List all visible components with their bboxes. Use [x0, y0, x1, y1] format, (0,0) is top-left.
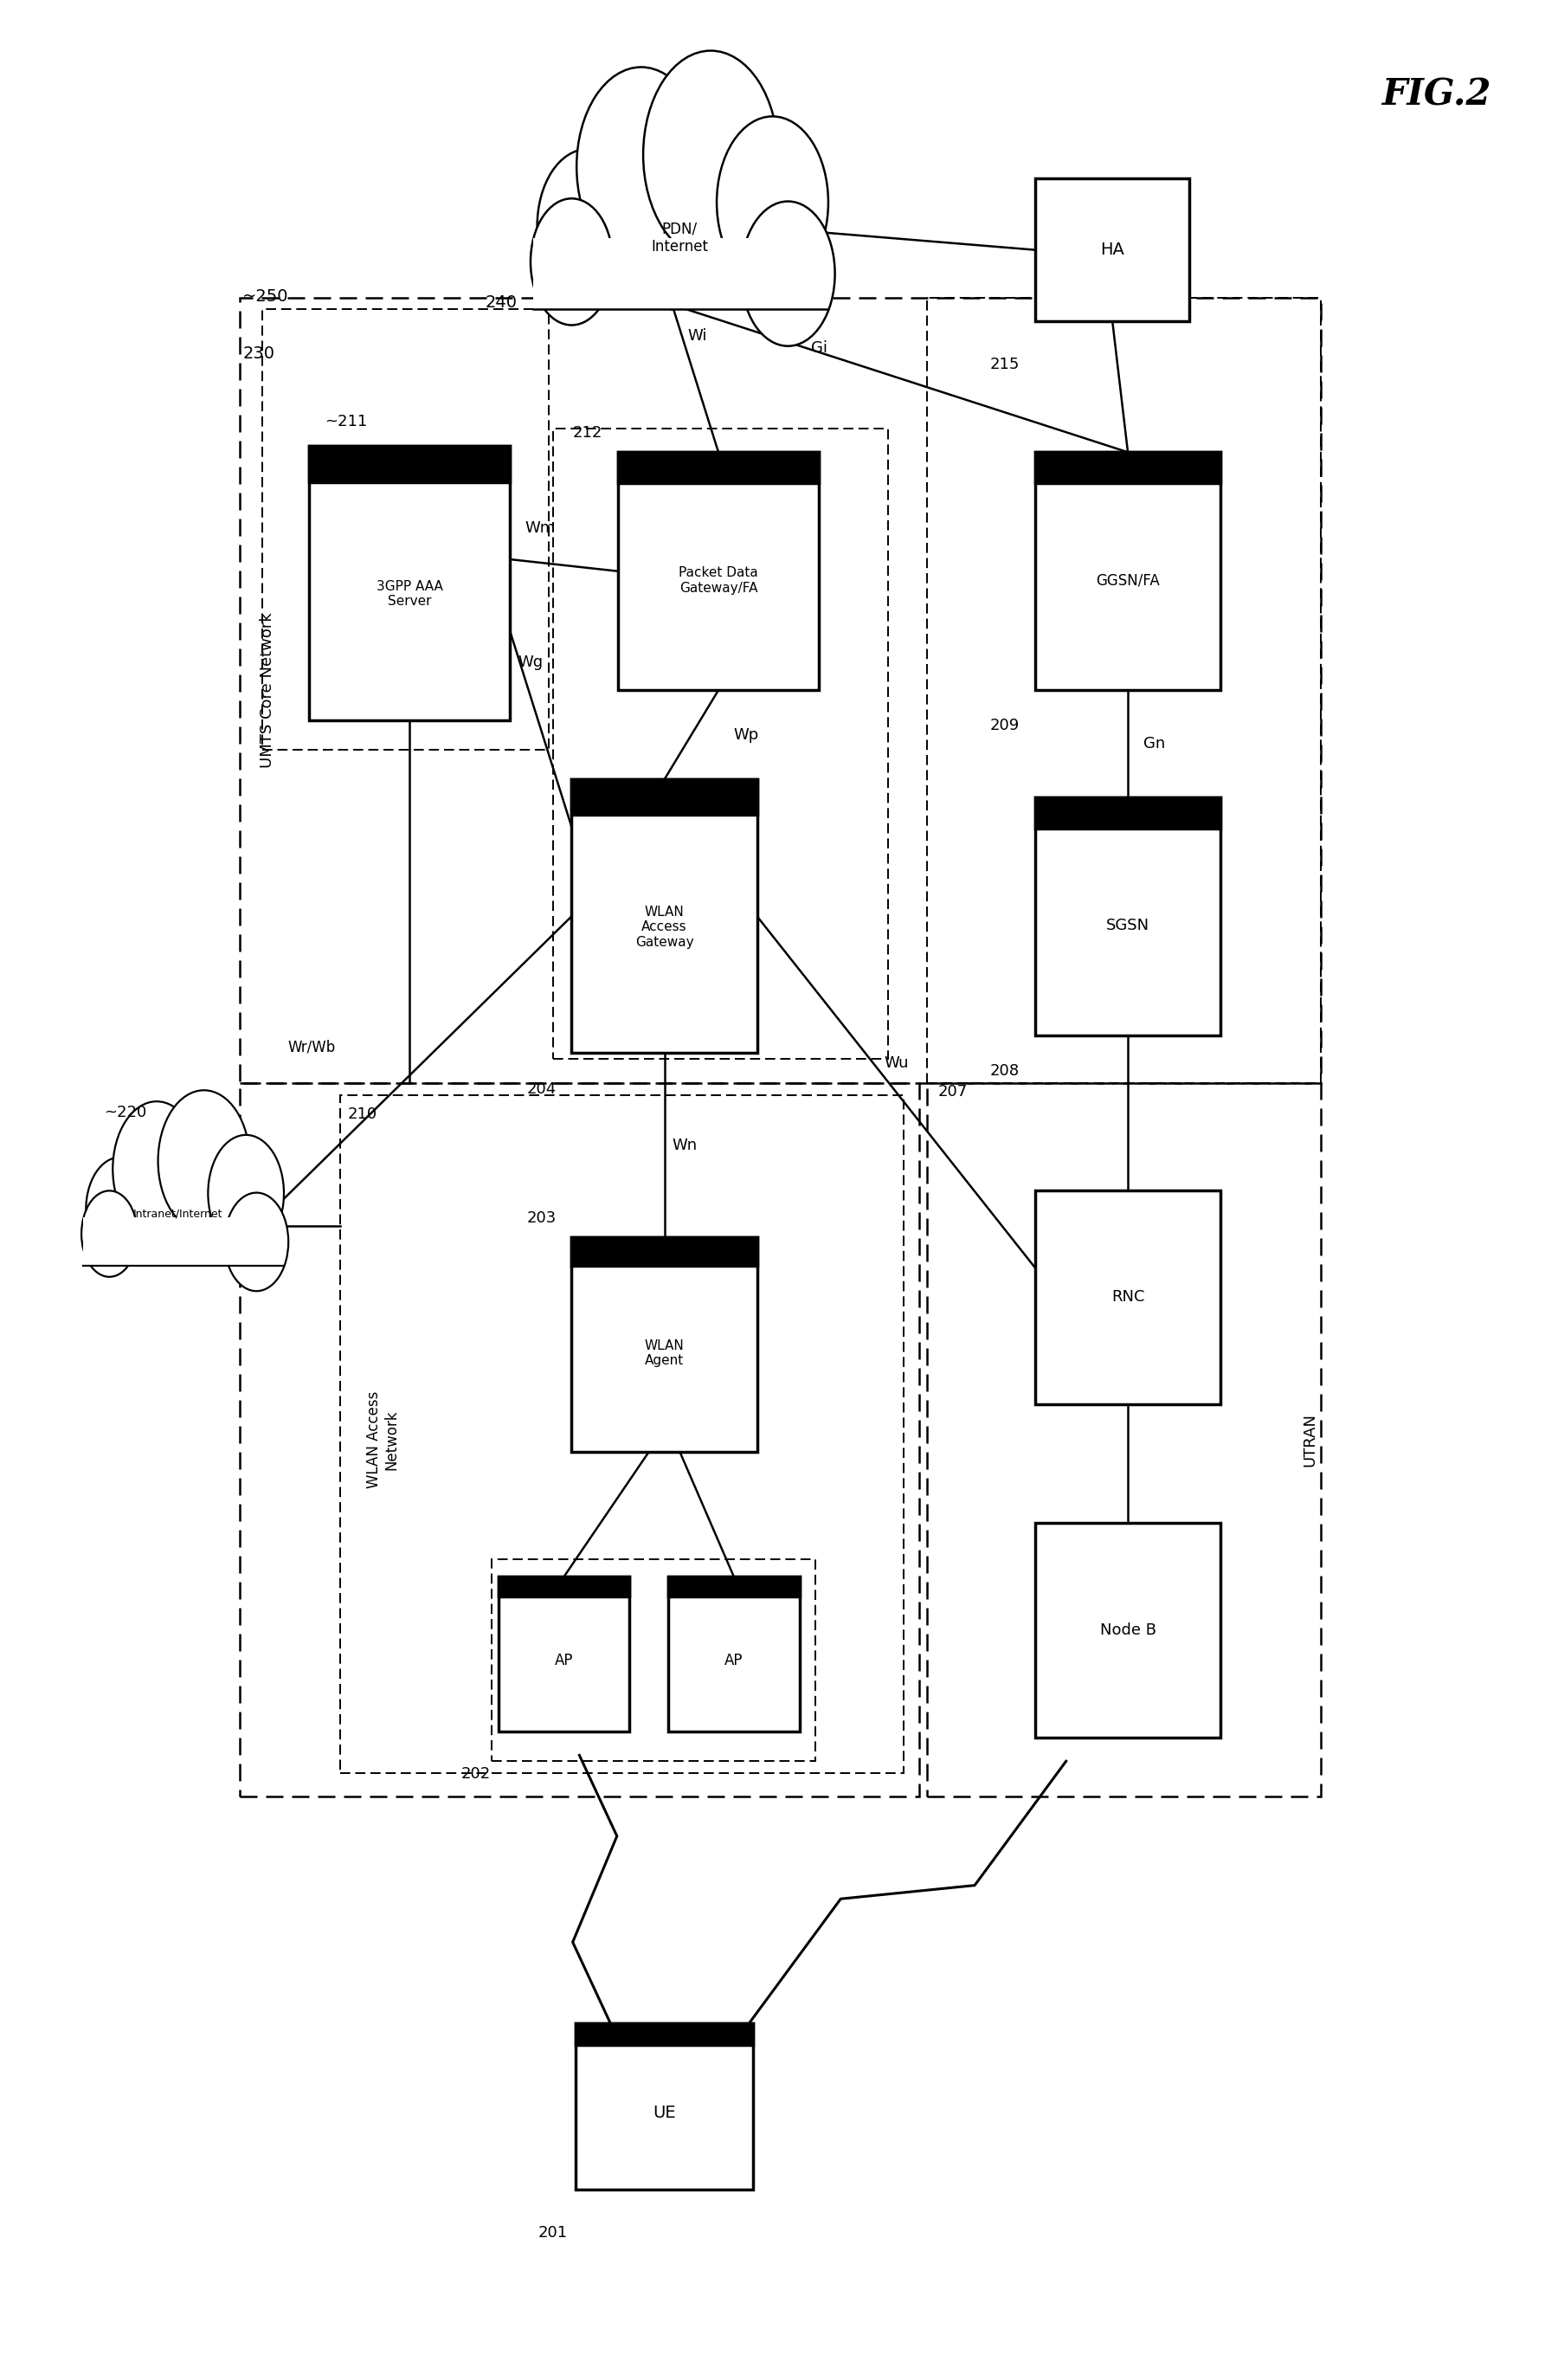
Bar — [1035, 797, 1221, 828]
Bar — [499, 1578, 630, 1733]
Bar — [572, 781, 757, 1052]
Circle shape — [113, 1102, 201, 1238]
Circle shape — [82, 1190, 138, 1276]
Text: HA: HA — [1100, 243, 1125, 257]
Bar — [927, 298, 1321, 1083]
Bar — [667, 1578, 800, 1733]
Bar — [309, 447, 510, 719]
Bar — [618, 452, 819, 690]
Bar — [1035, 452, 1221, 483]
Text: Wp: Wp — [734, 726, 759, 743]
Text: Wi: Wi — [688, 328, 708, 345]
Text: Gn: Gn — [1143, 735, 1165, 752]
Text: FIG.2: FIG.2 — [1383, 76, 1491, 114]
Circle shape — [742, 202, 834, 345]
Text: 210: 210 — [348, 1107, 377, 1123]
Text: 215: 215 — [990, 357, 1020, 371]
Bar — [553, 428, 888, 1059]
Text: UE: UE — [654, 2104, 675, 2121]
Text: AP: AP — [725, 1652, 743, 1668]
Text: WLAN
Access
Gateway: WLAN Access Gateway — [635, 904, 694, 950]
Text: Wu: Wu — [884, 1054, 908, 1071]
Text: 203: 203 — [527, 1209, 556, 1226]
Bar — [1035, 797, 1221, 1035]
Bar — [618, 452, 819, 483]
Bar — [572, 1238, 757, 1452]
Text: 212: 212 — [573, 424, 603, 440]
Text: PDN/
Internet: PDN/ Internet — [652, 221, 708, 255]
Bar — [491, 1559, 816, 1761]
Text: Wr/Wb: Wr/Wb — [287, 1040, 335, 1054]
Bar — [927, 1083, 1321, 1797]
Bar — [533, 238, 827, 309]
Text: RNC: RNC — [1111, 1290, 1145, 1304]
Text: Node B: Node B — [1100, 1623, 1156, 1637]
Circle shape — [643, 50, 779, 259]
Circle shape — [158, 1090, 250, 1233]
Text: ~211: ~211 — [324, 414, 368, 428]
Text: 209: 209 — [990, 719, 1020, 733]
Circle shape — [538, 150, 637, 302]
Text: 202: 202 — [460, 1766, 491, 1783]
Bar — [667, 1576, 800, 1597]
Text: 204: 204 — [527, 1081, 556, 1097]
Text: GGSN/FA: GGSN/FA — [1095, 574, 1160, 588]
Circle shape — [87, 1157, 154, 1261]
Text: Packet Data
Gateway/FA: Packet Data Gateway/FA — [678, 566, 759, 595]
Text: WLAN Access
Network: WLAN Access Network — [366, 1392, 400, 1488]
Bar — [1035, 1190, 1221, 1404]
Bar — [576, 2023, 754, 2190]
Bar — [1035, 452, 1221, 690]
Circle shape — [224, 1192, 289, 1290]
Bar — [239, 1083, 919, 1797]
Text: UTRAN: UTRAN — [1302, 1414, 1318, 1466]
Text: Gi: Gi — [811, 340, 828, 357]
Bar — [309, 447, 510, 481]
Text: ~250: ~250 — [243, 288, 289, 305]
Bar — [576, 2023, 754, 2044]
Bar — [340, 1095, 904, 1773]
Text: 240: 240 — [485, 295, 518, 309]
Text: SGSN: SGSN — [1106, 919, 1149, 933]
Circle shape — [717, 117, 828, 288]
Bar — [263, 309, 548, 750]
Bar — [1035, 178, 1190, 321]
Bar — [572, 781, 757, 814]
Circle shape — [530, 198, 613, 326]
Text: Wm: Wm — [525, 519, 556, 536]
Text: ~220: ~220 — [104, 1104, 147, 1121]
Text: Wn: Wn — [672, 1138, 697, 1154]
Text: 207: 207 — [938, 1083, 967, 1100]
Text: 201: 201 — [538, 2225, 569, 2240]
Bar — [572, 1238, 757, 1266]
Text: Wg: Wg — [518, 654, 542, 671]
Bar — [239, 298, 1321, 1083]
Text: Intranet/Internet: Intranet/Internet — [133, 1209, 222, 1219]
Text: 3GPP AAA
Server: 3GPP AAA Server — [375, 581, 443, 607]
Text: WLAN
Agent: WLAN Agent — [644, 1340, 684, 1366]
Bar — [1035, 1523, 1221, 1737]
Text: UMTS Core Network: UMTS Core Network — [260, 612, 275, 769]
Text: 208: 208 — [990, 1064, 1020, 1078]
Text: 230: 230 — [243, 345, 275, 362]
Bar — [499, 1576, 630, 1597]
Circle shape — [576, 67, 706, 267]
Circle shape — [209, 1135, 284, 1252]
Bar — [83, 1219, 283, 1266]
Text: AP: AP — [555, 1652, 573, 1668]
